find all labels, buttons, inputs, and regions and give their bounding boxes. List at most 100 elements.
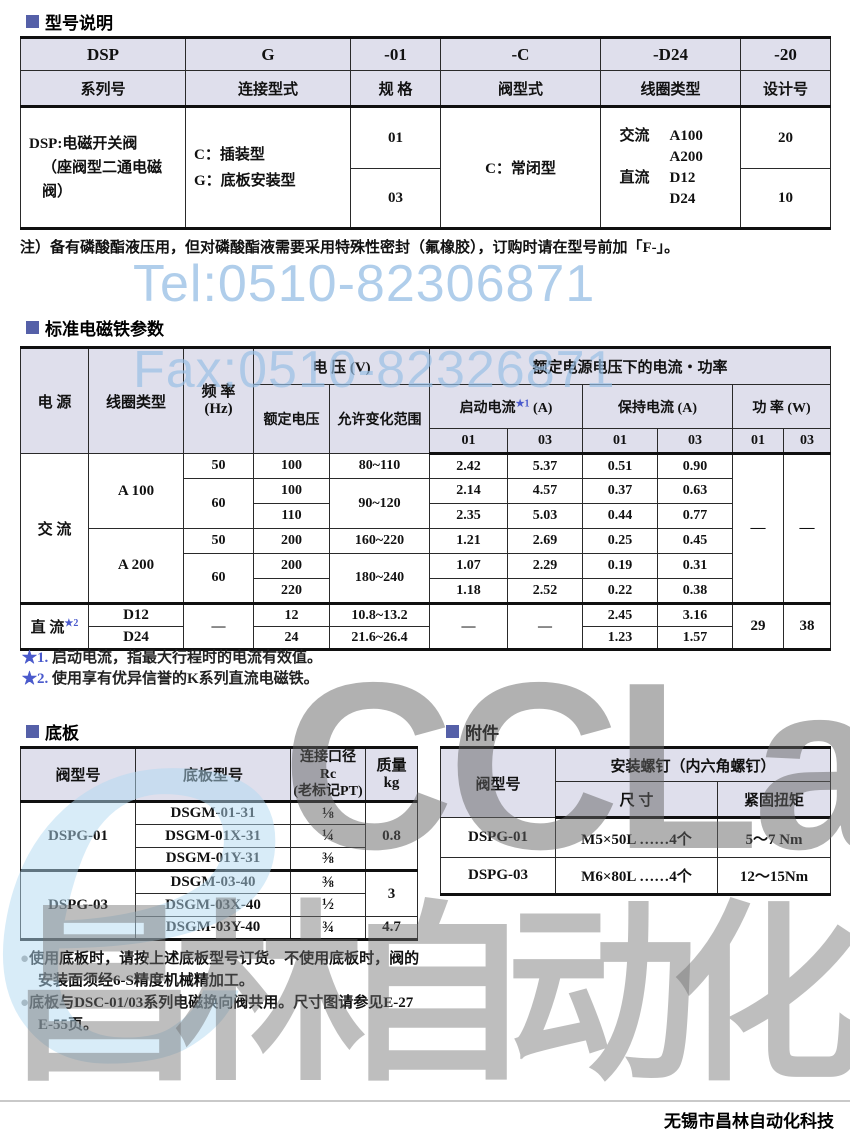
footnote2-text: 使用享有优异信誉的K系列直流电磁铁。	[52, 671, 319, 687]
section-title-solenoid: 标准电磁铁参数	[26, 315, 164, 340]
cell: 100	[253, 478, 330, 504]
note2-line1: 底板与DSC-01/03系列电磁换向阀共用。尺寸图请参见E-27	[29, 995, 414, 1011]
label-valve-type: 阀型式	[440, 70, 601, 108]
cell: 200	[253, 528, 330, 554]
cell: 0.38	[657, 578, 734, 604]
dc-label-text: 直 流	[30, 620, 65, 636]
cell: —	[732, 453, 785, 604]
cell: 50	[183, 528, 254, 554]
table-row: DSPG-03 DSGM-03-40 ⅜ 3	[20, 869, 418, 940]
cell: D12	[88, 602, 184, 627]
table-row: DSGM-01Y-31 ⅜	[21, 847, 418, 871]
cell: 2.29	[507, 553, 584, 579]
cell: —	[507, 602, 584, 650]
cell: ¼	[290, 824, 366, 848]
model-code-table: DSP G -01 -C -D24 -20 系列号 连接型式 规 格 阀型式 线…	[20, 36, 831, 230]
bottom-note-2: ●底板与DSC-01/03系列电磁换向阀共用。尺寸图请参见E-27 E-55页。	[20, 992, 520, 1036]
coil-dc-label: 直流	[619, 169, 650, 186]
bottom-notes: ●使用底板时，请按上述底板型号订货。不使用底板时，阀的 安装面须经6-S精度机械…	[20, 948, 520, 1036]
model-note: 注）备有磷酸酯液压用，但对磷酸酯液需要采用特殊性密封（氟橡胶），订购时请在型号前…	[20, 240, 680, 256]
section-square-icon	[26, 725, 39, 738]
footnote1-marker: ★1	[515, 397, 530, 409]
cell: 160~220	[328, 528, 431, 554]
label-connection: 连接型式	[185, 70, 351, 108]
cell: DSPG-01	[20, 801, 136, 871]
hdr-valve-model: 阀型号	[20, 747, 136, 803]
cell: 0.19	[582, 553, 659, 579]
hdr-rated-voltage: 额定电压	[253, 384, 330, 454]
table-row: 交 流 A 100 50 100 80~110 2.42 5.37 0.51 0…	[20, 453, 832, 604]
cell: 0.63	[657, 478, 734, 504]
spec-03-cell: 03	[350, 168, 441, 229]
cell: 200	[253, 553, 330, 579]
hdr-coil-type: 线圈类型	[88, 347, 184, 454]
cell: —	[783, 453, 832, 604]
cell: 2.14	[429, 478, 509, 504]
accessory-table: 阀型号 安装螺钉（内六角螺钉） 尺 寸 紧固扭矩 DSPG-01 M5×50L …	[440, 746, 832, 896]
watermark-tel: Tel:0510-82306871	[133, 255, 596, 313]
code-connection: G	[185, 37, 351, 71]
cell: DSGM-03-40	[135, 869, 291, 894]
cell: DSGM-01-31	[135, 801, 291, 825]
cell: 1.57	[657, 626, 734, 650]
table-row: D24 24 21.6~26.4 1.23 1.57	[21, 626, 831, 650]
cell: 5.37	[507, 453, 584, 479]
cell: DSPG-01	[440, 817, 556, 858]
table-row: DSPG-03 M6×80L ……4个 12～15Nm	[440, 857, 832, 895]
cell: 12	[253, 602, 330, 627]
bottom-note-1: ●使用底板时，请按上述底板型号订货。不使用底板时，阀的 安装面须经6-S精度机械…	[20, 948, 520, 992]
baseplate-table: 阀型号 底板型号 连接口径Rc (老标记PT) 质量 kg DSPG-01 DS…	[20, 746, 418, 941]
coil-ac-2: A200	[669, 148, 703, 165]
coil-ac-1: A100	[669, 127, 703, 144]
cell: 4.57	[507, 478, 584, 504]
hdr-sub-03: 03	[657, 428, 734, 455]
design-20-cell: 20	[740, 106, 831, 169]
hdr-mass-line2: kg	[383, 774, 400, 791]
cell: ⅜	[290, 869, 366, 894]
cell: 2.45	[582, 602, 659, 627]
coil-ac-label: 交流	[619, 127, 650, 144]
cell: 2.69	[507, 528, 584, 554]
cell: 0.25	[582, 528, 659, 554]
cell: 29	[732, 602, 785, 650]
code-valve-type: -C	[440, 37, 601, 71]
hdr-voltage-range: 允许变化范围	[328, 384, 431, 454]
footer-divider	[0, 1100, 850, 1102]
footer-company: 无锡市昌林自动化科技	[664, 1112, 834, 1131]
cell: 12～15Nm	[716, 857, 832, 895]
hdr-screw-size: 尺 寸	[555, 781, 718, 819]
hdr-inrush-unit: (A)	[533, 400, 553, 416]
coil-dc-2: D24	[669, 190, 696, 207]
footnote1-text: 启动电流，指最大行程时的电流有效值。	[52, 650, 323, 666]
hdr-torque: 紧固扭矩	[716, 781, 832, 819]
hdr-sub-01: 01	[429, 428, 509, 455]
hdr-port-line1: 连接口径Rc	[300, 750, 356, 782]
label-series: 系列号	[20, 70, 186, 108]
cell: 5～7 Nm	[716, 817, 832, 858]
cell: 0.45	[657, 528, 734, 554]
cell: 2.42	[429, 453, 509, 479]
bullet-icon: ●	[20, 951, 30, 967]
cell: 38	[783, 602, 832, 650]
cell: 60	[183, 553, 254, 604]
cell: 0.8	[365, 801, 418, 871]
table-row: DSGM-03Y-40 ¾ 4.7	[21, 916, 418, 940]
cell: —	[429, 602, 509, 650]
section-square-icon	[446, 725, 459, 738]
hdr-mounting-screw: 安装螺钉（内六角螺钉）	[554, 747, 832, 782]
connection-line2: G：底板安装型	[194, 172, 296, 189]
cell: 100	[253, 453, 330, 479]
cell: DSPG-03	[440, 857, 556, 895]
cell: 90~120	[328, 478, 431, 529]
cell: 1.23	[582, 626, 659, 650]
section-title-baseplate: 底板	[26, 719, 79, 744]
cell: 2.35	[429, 503, 509, 529]
label-coil: 线圈类型	[600, 70, 741, 108]
hdr-frequency-unit: (Hz)	[204, 401, 233, 417]
table-row: 220 1.18 2.52 0.22 0.38	[21, 578, 831, 604]
baseplate-header-row: 阀型号 底板型号 连接口径Rc (老标记PT) 质量 kg	[20, 747, 418, 803]
cell: 4.7	[365, 916, 418, 940]
cell: ⅜	[290, 847, 366, 871]
solenoid-footnote-1: ★1. 启动电流，指最大行程时的电流有效值。	[22, 648, 322, 669]
